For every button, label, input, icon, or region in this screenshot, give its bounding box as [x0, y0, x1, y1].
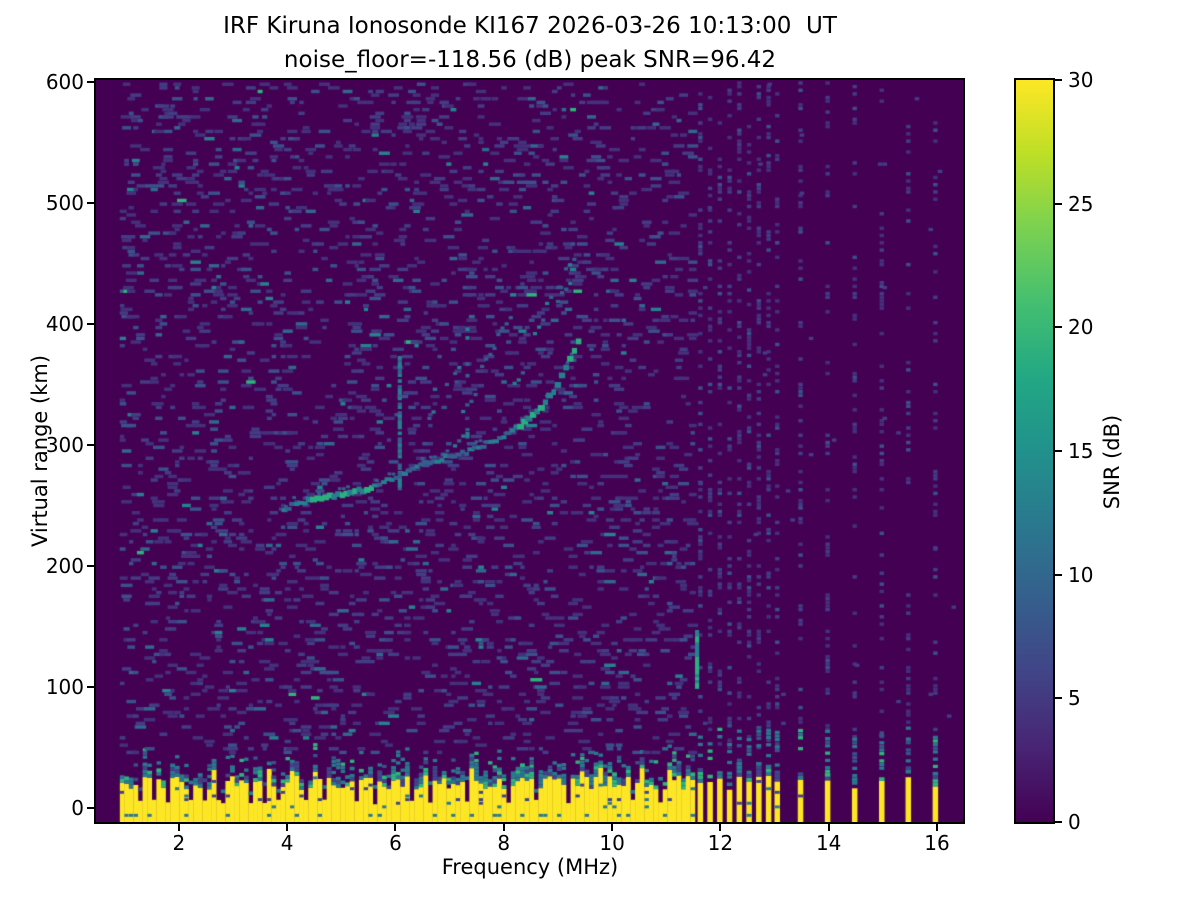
colorbar-tick-label: 5: [1068, 686, 1081, 711]
y-tick-label: 300: [45, 432, 84, 457]
x-tick-mark: [502, 824, 505, 831]
colorbar-tick-label: 20: [1068, 315, 1094, 340]
y-tick-mark: [87, 807, 94, 810]
y-tick-mark: [87, 686, 94, 689]
y-axis-label: Virtual range (km): [28, 354, 52, 548]
colorbar-tick-mark: [1055, 697, 1062, 700]
x-tick-label: 10: [599, 831, 625, 855]
y-tick-mark: [87, 564, 94, 567]
x-tick-mark: [177, 824, 180, 831]
x-tick-label: 4: [280, 831, 294, 855]
heatmap-canvas: [96, 80, 963, 822]
y-tick-label: 100: [45, 675, 84, 700]
x-tick-label: 8: [497, 831, 511, 855]
colorbar-tick-label: 0: [1068, 810, 1081, 834]
y-tick-label: 0: [71, 796, 84, 821]
y-tick-label: 200: [45, 553, 84, 578]
x-tick-mark: [286, 824, 289, 831]
colorbar-tick-mark: [1055, 450, 1062, 452]
plot-frame: [94, 78, 965, 824]
colorbar-tick-mark: [1055, 326, 1062, 329]
colorbar-tick-mark: [1055, 202, 1062, 205]
plot-title: IRF Kiruna Ionosonde KI167 2026-03-26 10…: [223, 13, 837, 39]
x-tick-label: 2: [172, 831, 186, 855]
colorbar-label: SNR (dB): [1100, 414, 1124, 510]
colorbar: [1016, 80, 1053, 822]
y-tick-mark: [87, 443, 94, 446]
colorbar-frame: [1014, 78, 1055, 824]
x-tick-mark: [394, 824, 397, 831]
colorbar-tick-label: 15: [1068, 439, 1094, 463]
x-tick-mark: [719, 824, 722, 831]
y-tick-mark: [87, 201, 94, 204]
colorbar-tick-mark: [1055, 573, 1062, 576]
y-tick-mark: [87, 322, 94, 325]
colorbar-tick-mark: [1055, 821, 1062, 823]
x-tick-mark: [827, 824, 830, 831]
plot-subtitle: noise_floor=-118.56 (dB) peak SNR=96.42: [283, 47, 777, 73]
colorbar-tick-label: 10: [1068, 562, 1094, 587]
colorbar-tick-mark: [1055, 79, 1062, 81]
y-tick-label: 400: [45, 311, 84, 336]
x-tick-label: 16: [924, 831, 950, 855]
colorbar-tick-label: 30: [1068, 68, 1094, 92]
x-tick-mark: [611, 824, 614, 831]
y-tick-label: 600: [45, 69, 84, 94]
y-tick-label: 500: [45, 190, 84, 215]
x-tick-label: 14: [815, 831, 842, 855]
x-axis-label: Frequency (MHz): [441, 855, 619, 879]
x-tick-label: 12: [707, 831, 734, 855]
y-tick-mark: [87, 80, 94, 83]
x-tick-mark: [936, 824, 938, 831]
colorbar-tick-label: 25: [1068, 191, 1094, 216]
x-tick-label: 6: [389, 831, 402, 855]
